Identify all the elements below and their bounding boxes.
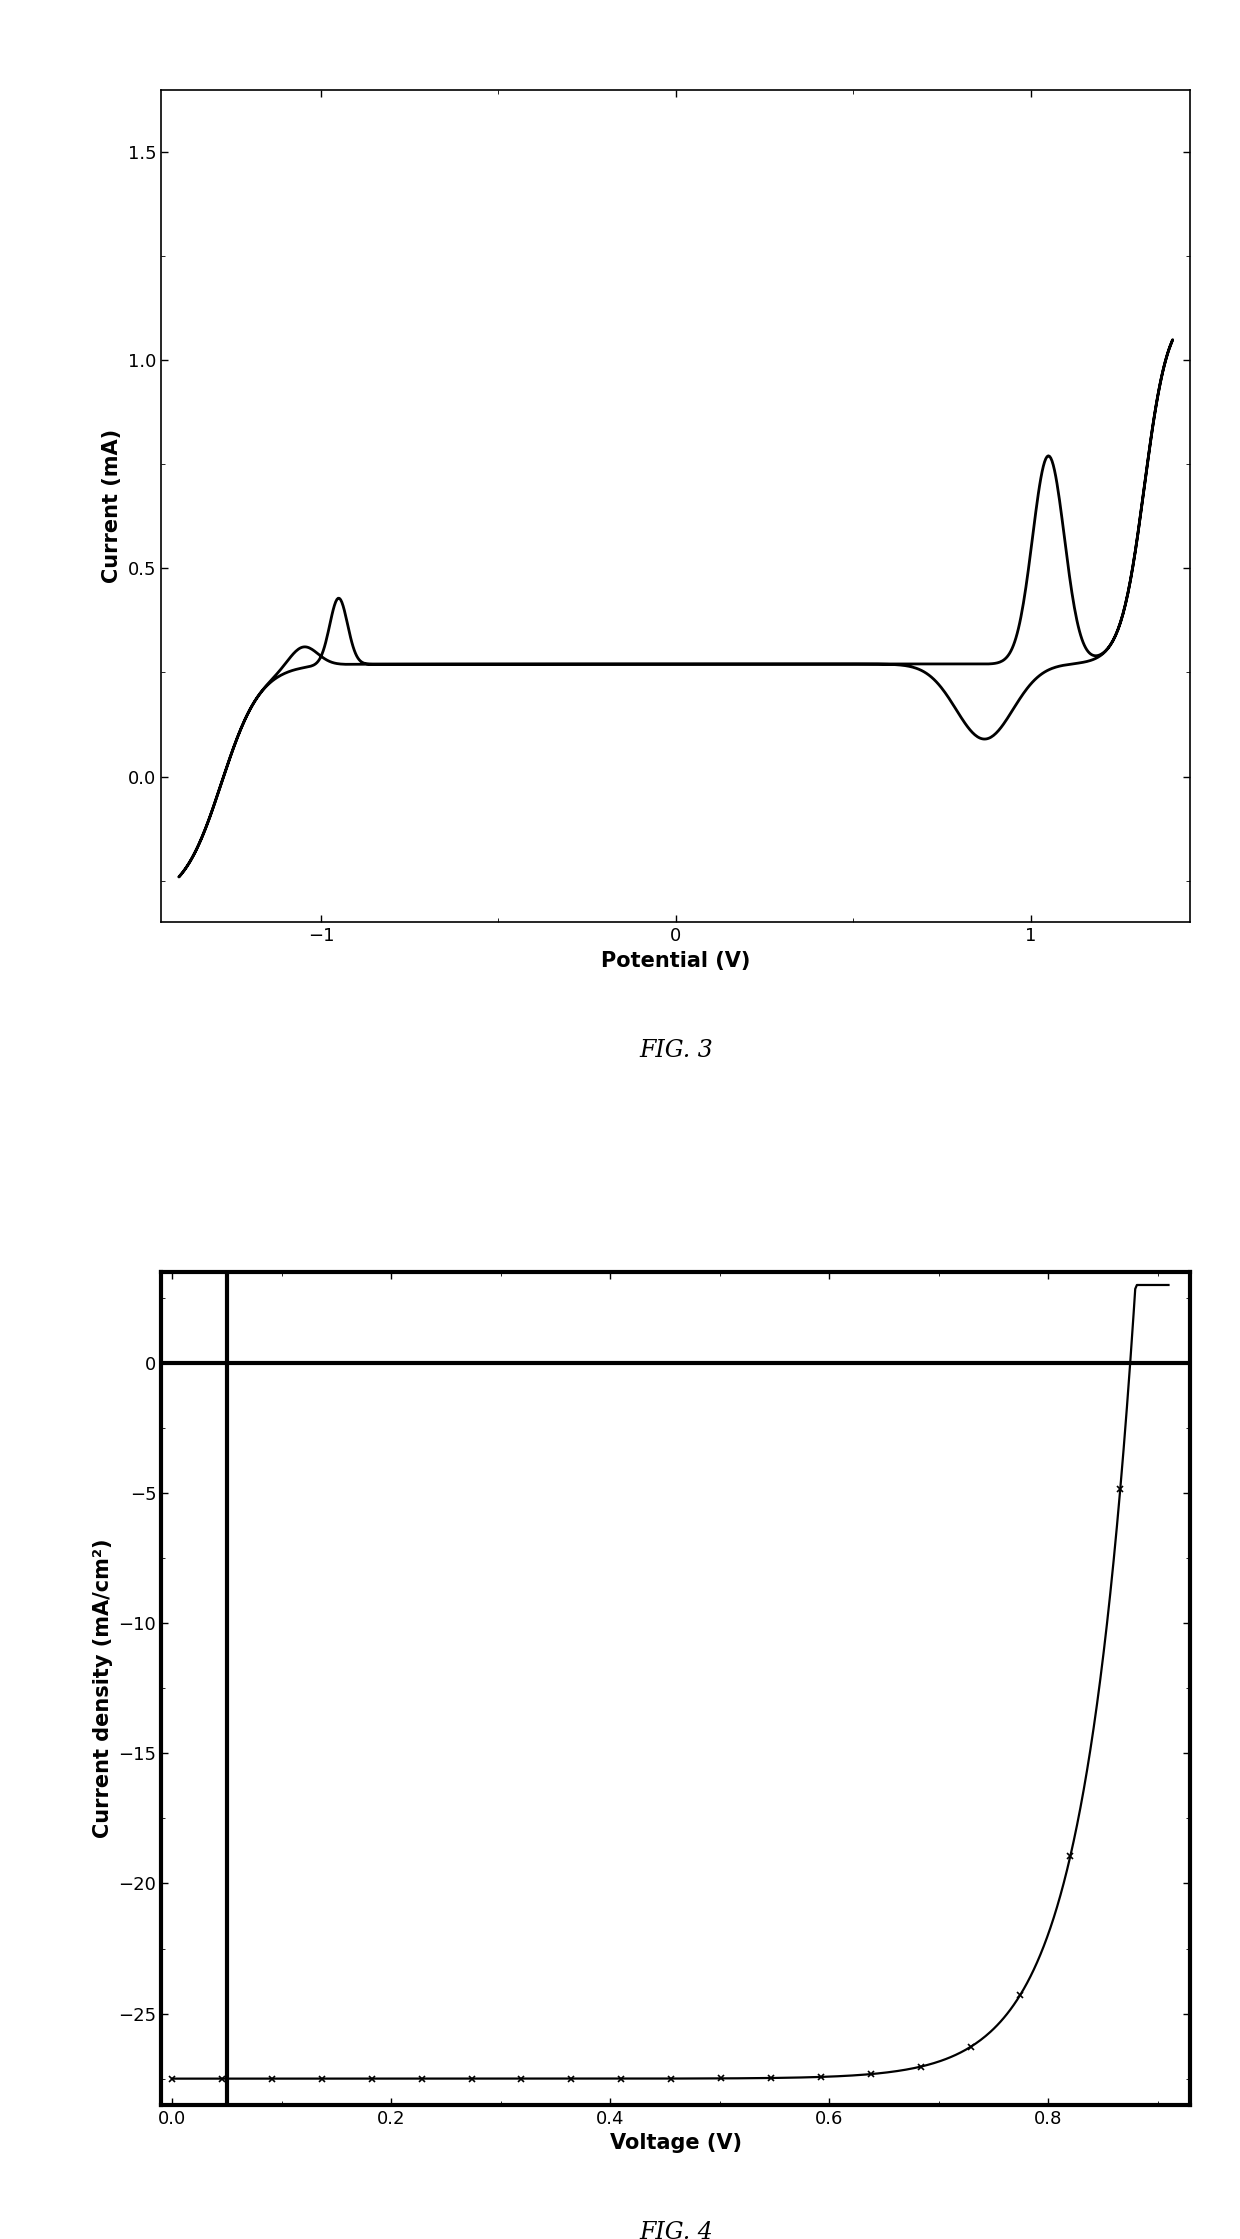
- Y-axis label: Current (mA): Current (mA): [102, 430, 123, 582]
- Text: FIG. 3: FIG. 3: [639, 1039, 713, 1061]
- Y-axis label: Current density (mA/cm²): Current density (mA/cm²): [93, 1538, 113, 1838]
- Text: FIG. 4: FIG. 4: [639, 2221, 713, 2239]
- X-axis label: Potential (V): Potential (V): [601, 952, 750, 972]
- X-axis label: Voltage (V): Voltage (V): [610, 2134, 742, 2154]
